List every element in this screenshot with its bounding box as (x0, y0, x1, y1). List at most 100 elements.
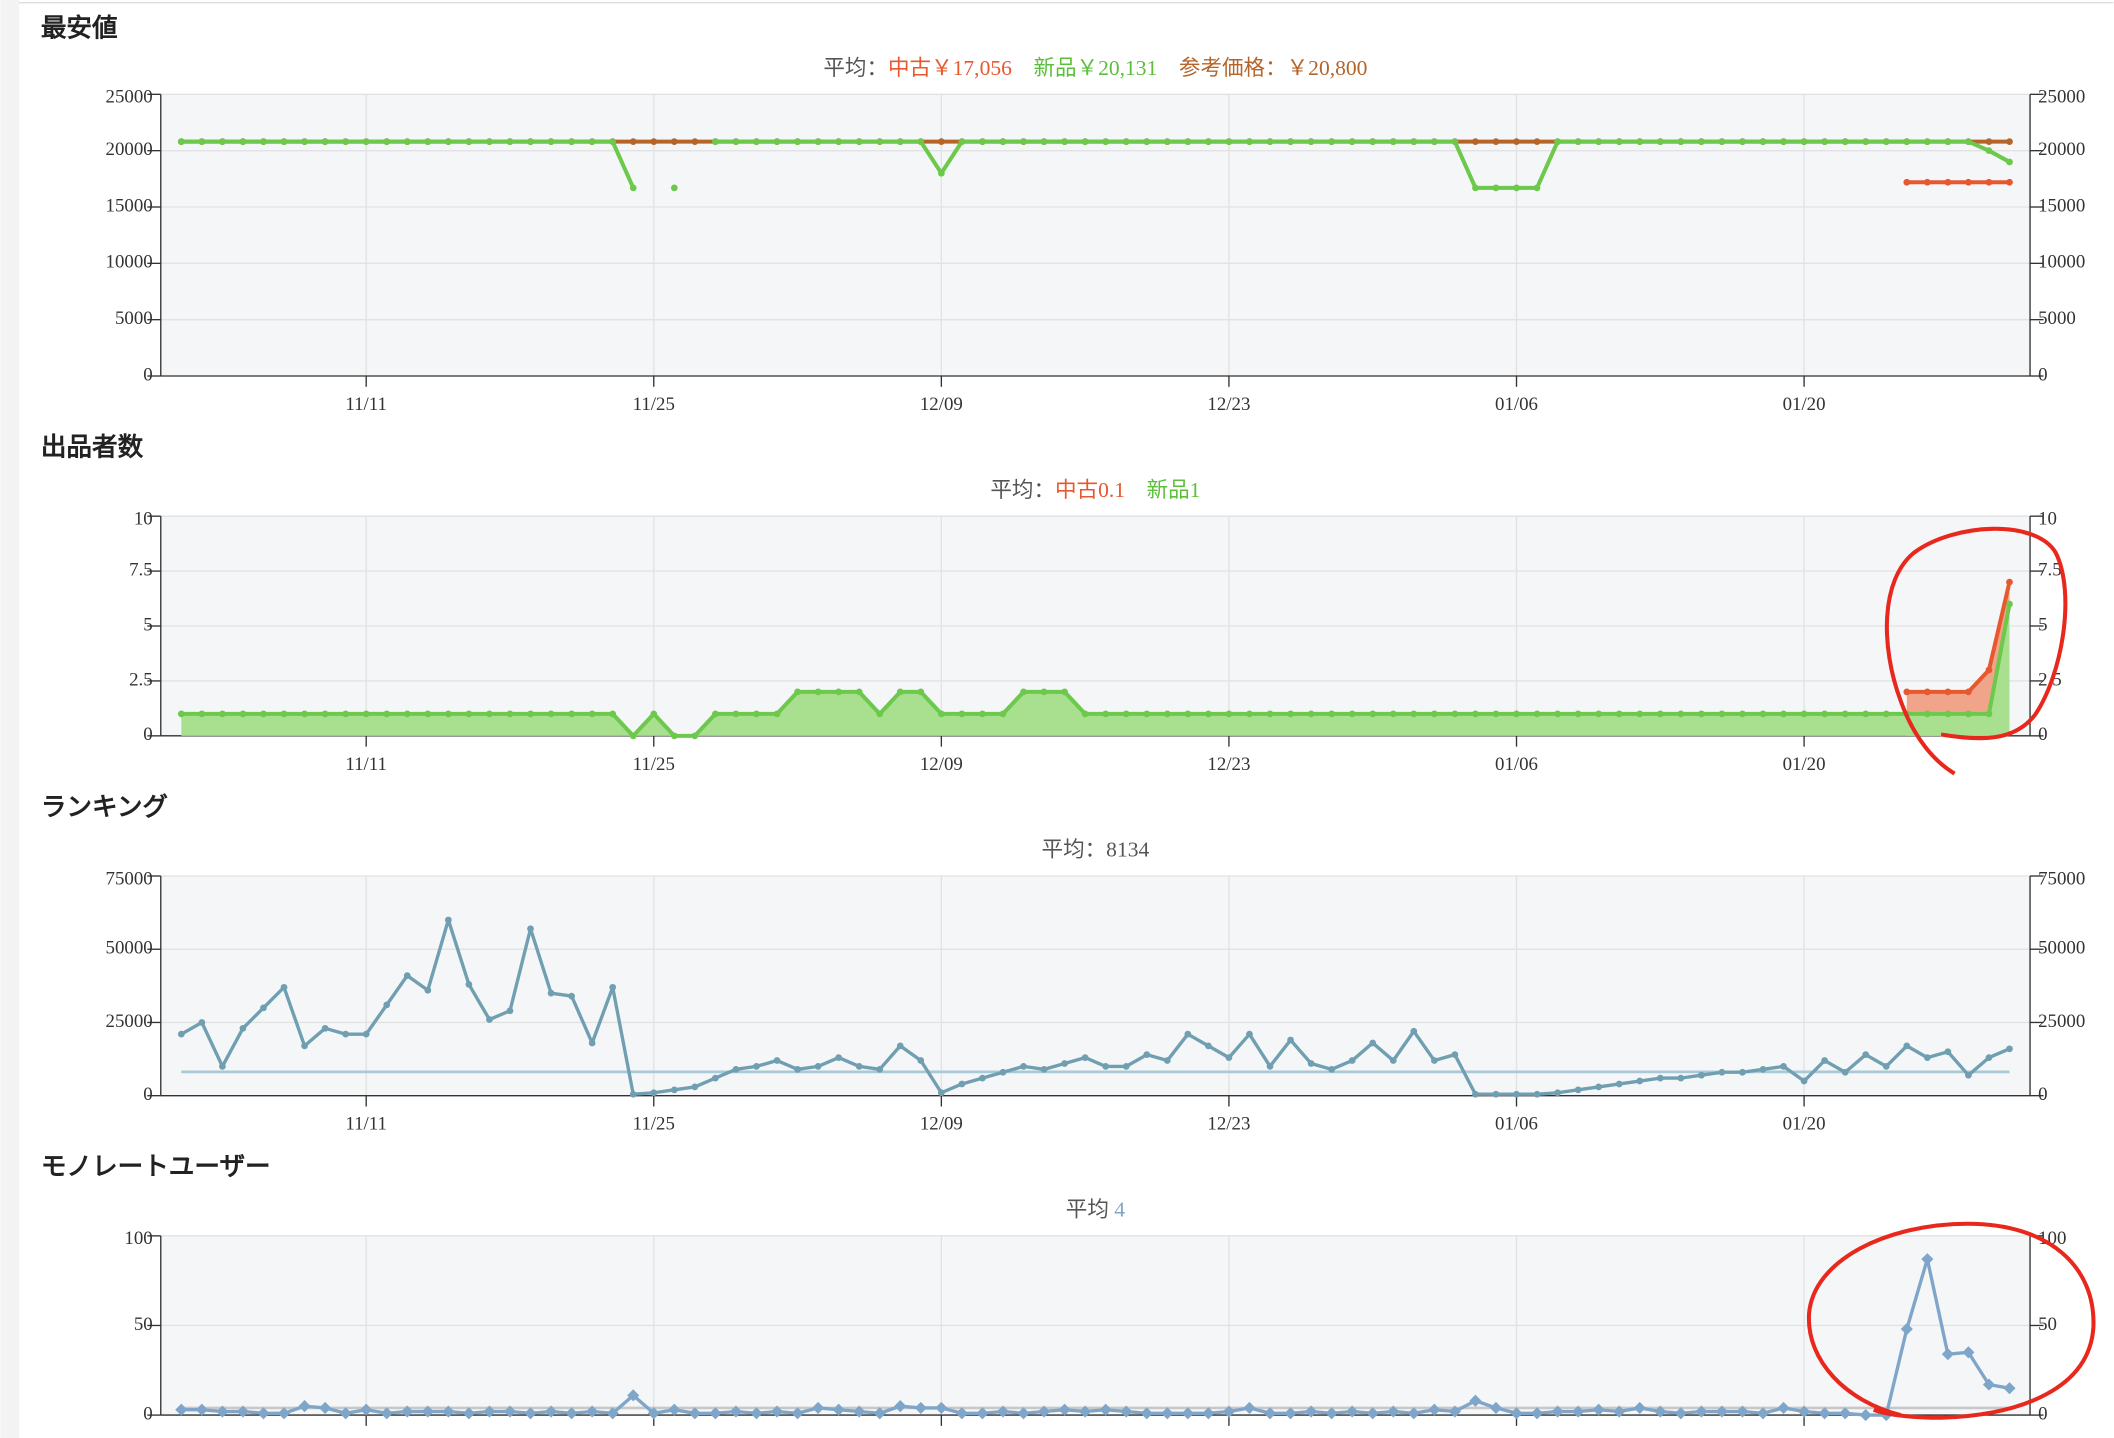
marker (1739, 1068, 1746, 1076)
marker (1715, 1405, 1728, 1418)
marker (465, 138, 473, 146)
y2-tick-label: 0 (2038, 364, 2047, 385)
marker (486, 138, 493, 146)
marker (1718, 710, 1726, 718)
marker (1348, 138, 1356, 146)
marker (1102, 710, 1110, 718)
marker (1348, 710, 1356, 718)
marker (1307, 138, 1315, 146)
marker (958, 710, 966, 718)
marker (1040, 688, 1048, 696)
marker (1636, 138, 1644, 146)
marker (629, 184, 637, 192)
marker (1923, 178, 1931, 186)
marker (1554, 1089, 1561, 1097)
marker (835, 688, 843, 696)
marker (321, 710, 329, 718)
subtitle-part: 平均 (1066, 1198, 1114, 1222)
marker (1554, 710, 1561, 718)
marker (1985, 147, 1993, 155)
marker (2006, 1045, 2013, 1053)
marker (1020, 138, 1027, 146)
marker (1205, 710, 1212, 718)
x-tick-label: 12/09 (920, 1114, 963, 1135)
area (1906, 582, 2010, 736)
y-tick-label: 10000 (106, 252, 153, 273)
marker (1982, 1378, 1996, 1391)
marker (1061, 688, 1068, 696)
marker (198, 1019, 206, 1026)
marker (832, 1403, 845, 1416)
marker (342, 710, 350, 718)
marker (855, 1063, 863, 1070)
marker (1287, 710, 1294, 718)
marker (794, 1065, 801, 1073)
marker (588, 1039, 596, 1047)
marker (1472, 710, 1479, 718)
marker (565, 1407, 578, 1420)
marker (1081, 138, 1089, 146)
y2-tick-label: 5000 (2038, 308, 2076, 329)
marker (2006, 158, 2013, 166)
marker (239, 1024, 247, 1032)
marker (853, 1405, 866, 1418)
marker (753, 1063, 760, 1070)
marker (1102, 138, 1110, 146)
marker (1921, 1253, 1934, 1266)
marker (1348, 1057, 1356, 1064)
marker (1859, 1409, 1872, 1422)
marker (937, 138, 945, 146)
marker (1944, 138, 1952, 146)
marker (712, 138, 719, 146)
marker (1410, 710, 1418, 718)
marker (1530, 1407, 1544, 1420)
marker (586, 1405, 599, 1418)
marker (588, 710, 596, 718)
marker (1841, 710, 1849, 718)
marker (483, 1405, 496, 1418)
marker (383, 1001, 391, 1009)
y-tick-label: 10 (134, 509, 153, 530)
average-label: 4 (1114, 1198, 1125, 1222)
chart-title: ランキング (41, 792, 169, 821)
marker (1615, 1080, 1623, 1088)
marker (321, 1024, 329, 1032)
marker (791, 1407, 804, 1420)
marker (732, 138, 740, 146)
marker (609, 983, 617, 991)
marker (588, 138, 596, 146)
marker (1965, 138, 1972, 146)
y2-tick-label: 50 (2038, 1314, 2057, 1335)
marker (1430, 710, 1438, 718)
marker (2006, 578, 2013, 586)
marker (1184, 710, 1192, 718)
marker (339, 1407, 352, 1420)
marker (1122, 710, 1130, 718)
subtitle: 平均：8134 (1042, 838, 1150, 862)
marker (465, 710, 473, 718)
marker (812, 1401, 825, 1414)
marker (1492, 184, 1500, 192)
marker (1307, 710, 1315, 718)
x-tick-label: 01/06 (1495, 754, 1538, 775)
marker (650, 138, 658, 146)
marker (424, 986, 432, 994)
marker (1266, 138, 1274, 146)
line (715, 139, 2011, 190)
marker (1882, 710, 1890, 718)
marker (1677, 1074, 1685, 1082)
x-tick-label: 12/09 (920, 394, 963, 415)
marker (2003, 1382, 2016, 1395)
y2-tick-label: 10 (2038, 509, 2057, 530)
marker (814, 688, 822, 696)
subtitle: 平均 4 (1066, 1198, 1125, 1222)
subtitle-part: 中古0.1 (1055, 478, 1125, 502)
marker (1184, 1030, 1192, 1038)
marker (219, 138, 226, 146)
marker (1037, 1405, 1051, 1418)
marker (1759, 138, 1767, 146)
y2-tick-label: 20000 (2038, 139, 2085, 160)
marker (670, 184, 678, 192)
marker (1759, 710, 1767, 718)
